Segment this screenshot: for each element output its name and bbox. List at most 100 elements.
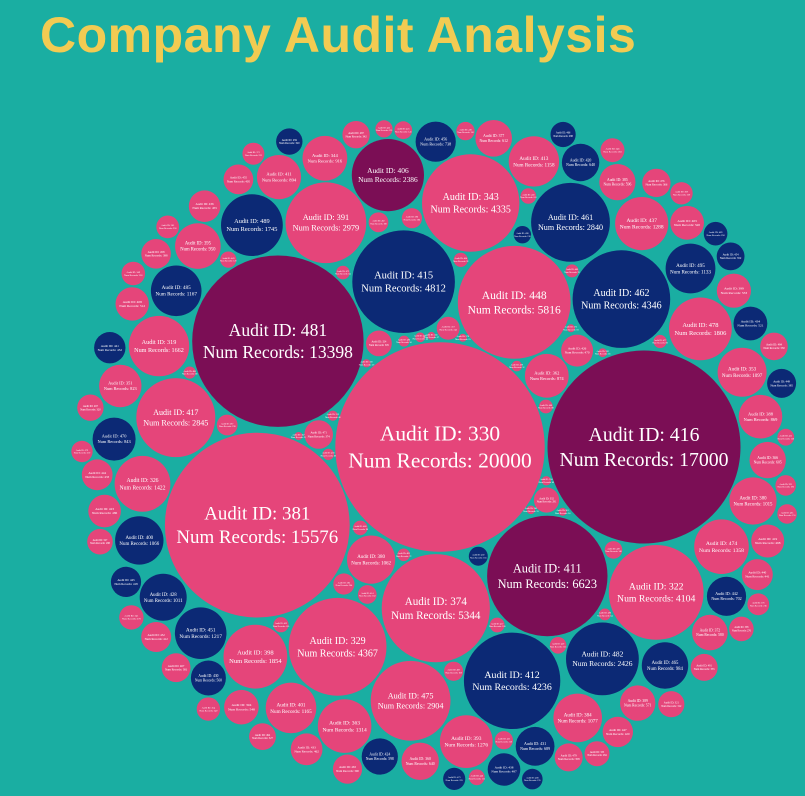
bubble-id-label: Audit ID: 459: [282, 139, 298, 142]
bubble-records-label: Num Records: 1077: [558, 720, 599, 725]
bubble-id-label: Audit ID: 471: [310, 431, 327, 435]
bubble-id-label: Audit ID: 363: [329, 721, 360, 727]
bubble-id-label: Audit ID: 462: [593, 288, 649, 299]
bubble-circle: [136, 378, 216, 458]
bubble-id-label: Audit ID: 460: [354, 525, 367, 528]
bubble-circle: [716, 273, 752, 308]
bubble-id-label: Audit ID: 403: [677, 219, 697, 223]
bubble-circle: [188, 190, 221, 222]
bubble-id-label: Audit ID: 478: [682, 322, 718, 329]
bubble-records-label: Num Records: 168: [445, 672, 462, 674]
bubble-circle: [175, 223, 221, 269]
bubble-circle: [531, 182, 610, 262]
bubble-id-label: Audit ID: 420: [570, 158, 592, 162]
bubble-circle: [522, 768, 543, 790]
bubble-circle: [572, 250, 671, 348]
bubble-circle: [368, 212, 389, 233]
bubble-id-label: Audit ID: 463: [339, 765, 356, 769]
bubble-id-label: Audit ID: 456: [424, 137, 447, 142]
bubble-circle: [99, 364, 142, 408]
bubble-id-label: Audit ID: 433: [297, 745, 316, 749]
bubble-records-label: Num Records: 110: [520, 197, 537, 199]
bubble-id-label: Audit ID: 383: [338, 581, 351, 584]
bubble-circle: [256, 155, 302, 200]
bubble-id-label: Audit ID: 369: [675, 191, 689, 194]
bubble-id-label: Audit ID: 468: [540, 404, 553, 407]
bubble-circle: [706, 576, 747, 616]
bubble-circle: [353, 520, 368, 536]
bubble-circle: [487, 515, 608, 637]
bubble-circle: [77, 394, 104, 421]
bubble-audit-462: Audit ID: 462 Num Records: 4346: [572, 250, 671, 348]
bubble-id-label: Audit ID: 322: [629, 582, 684, 593]
bubble-records-label: Num Records: 276: [732, 629, 752, 632]
bubble-circle: [620, 685, 656, 721]
bubble-records-label: Num Records: 1062: [351, 561, 391, 566]
bubble-id-label: Audit ID: 414: [361, 592, 374, 595]
bubble-id-label: Audit ID: 481: [229, 320, 327, 340]
bubble-id-label: Audit ID: 378: [457, 335, 470, 338]
bubble-id-label: Audit ID: 341: [124, 615, 139, 618]
bubble-circle: [584, 741, 610, 767]
bubble-circle: [508, 136, 560, 187]
bubble-id-label: Audit ID: 474: [706, 541, 738, 547]
bubble-records-label: Num Records: 33: [523, 511, 539, 513]
bubble-circle: [357, 585, 377, 604]
bubble-id-label: Audit ID: 434: [741, 319, 761, 323]
bubble-id-label: Audit ID: 485: [162, 285, 191, 291]
bubble-circle: [375, 120, 393, 138]
bubble-circle: [415, 332, 426, 343]
bubble-id-label: Audit ID: 391: [303, 213, 349, 222]
bubble-circle: [161, 653, 191, 683]
bubble-records-label: Num Records: 96: [353, 529, 369, 531]
bubble-records-label: Num Records: 20000: [348, 448, 531, 472]
bubble-id-label: Audit ID: 327: [93, 539, 108, 542]
bubble-circle: [475, 120, 512, 157]
bubble-records-label: Num Records: 76: [564, 272, 580, 274]
bubble-records-label: Num Records: 405: [227, 179, 250, 183]
bubble-circle: [302, 135, 348, 181]
bubble-records-label: Num Records: 92: [453, 261, 468, 263]
bubble-id-label: Audit ID: 380: [739, 497, 767, 502]
bubble-audit-391: Audit ID: 391 Num Records: 2979: [285, 182, 367, 264]
bubble-circle: [694, 519, 749, 574]
bubble-records-label: Num Records: 192: [777, 487, 794, 489]
bubble-id-label: Audit ID: 431: [524, 741, 546, 746]
bubble-id-label: Audit ID: 353: [728, 368, 757, 373]
bubble-records-label: Num Records: 216: [750, 605, 768, 607]
bubble-records-label: Num Records: 335: [694, 668, 716, 671]
bubble-id-label: Audit ID: 498: [516, 232, 529, 235]
bubble-records-label: Num Records: 1314: [322, 727, 367, 733]
bubble-id-label: Audit ID: 330: [380, 422, 500, 446]
bubble-id-label: Audit ID: 499: [511, 364, 523, 367]
bubble-circle: [566, 622, 639, 696]
bubble-records-label: Num Records: 4812: [361, 284, 446, 295]
bubble-id-label: Audit ID: 374: [405, 596, 468, 608]
bubble-records-label: Num Records: 270: [122, 618, 142, 621]
bubble-id-label: Audit ID: 332: [539, 497, 554, 500]
bubble-id-label: Audit ID: 360: [409, 757, 431, 761]
bubble-id-label: Audit ID: 413: [519, 156, 548, 162]
bubble-records-label: Num Records: 249: [199, 709, 218, 712]
bubble-circle: [294, 432, 303, 440]
bubble-records-label: Num Records: 1662: [134, 347, 184, 354]
